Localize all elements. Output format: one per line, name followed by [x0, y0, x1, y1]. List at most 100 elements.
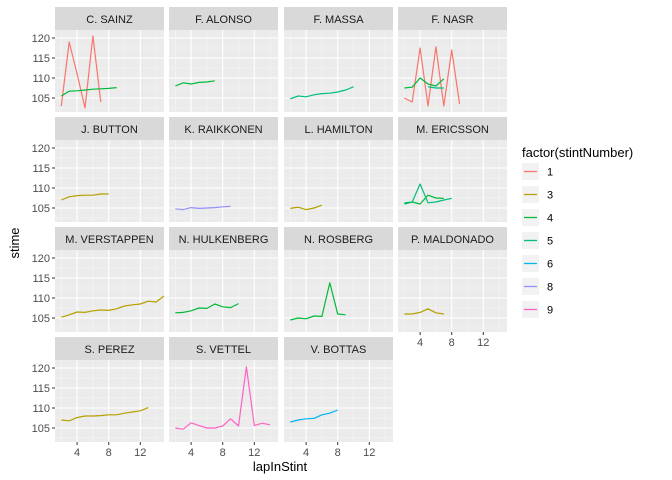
series-line-stint-4 — [60, 87, 117, 97]
series-line-stint-3 — [61, 407, 149, 422]
legend-entry: 5 — [522, 232, 553, 249]
facet-strip-label: L. HAMILTON — [304, 124, 372, 136]
x-tick-label: 8 — [335, 447, 341, 459]
panel-background — [55, 30, 164, 112]
facet-strip-label: M. ERICSSON — [416, 124, 489, 136]
series-line-stint-4 — [175, 80, 215, 87]
x-tick-label: 12 — [248, 447, 260, 459]
panel-background — [284, 250, 393, 332]
facet-strip — [169, 7, 278, 30]
facet-strip — [169, 337, 278, 360]
x-tick-label: 4 — [188, 447, 194, 459]
x-axis-title: lapInStint — [253, 459, 308, 474]
panel-background — [55, 140, 164, 222]
series-line-stint-3 — [404, 308, 444, 315]
y-tick-label: 115 — [32, 273, 50, 285]
legend-entry: 4 — [522, 209, 553, 226]
series-line-stint-9 — [175, 366, 271, 430]
facet-strip-label: M. VERSTAPPEN — [65, 234, 153, 246]
facet-strip — [169, 117, 278, 140]
y-tick-label: 105 — [32, 203, 50, 215]
facet-panel: P. MALDONADO — [398, 227, 507, 332]
legend-label: 1 — [547, 167, 553, 179]
series-line-stint-3 — [61, 295, 165, 318]
facet-strip — [284, 117, 393, 140]
y-tick-label: 120 — [32, 143, 50, 155]
y-tick-label: 120 — [32, 363, 50, 375]
panel-background — [284, 30, 393, 112]
y-tick-label: 120 — [32, 253, 50, 265]
facet-strip — [284, 227, 393, 250]
y-tick-label: 105 — [32, 423, 50, 435]
legend-label: 8 — [547, 282, 553, 294]
facet-strip — [398, 117, 507, 140]
x-tick-label: 12 — [477, 337, 489, 349]
series-line-stint-4 — [175, 303, 239, 314]
facet-strip — [55, 7, 164, 30]
facet-strip-label: F. NASR — [431, 14, 473, 26]
facet-panel: F. NASR — [398, 7, 507, 112]
facet-strip — [398, 227, 507, 250]
panel-background — [169, 140, 278, 222]
x-tick-label: 12 — [134, 447, 146, 459]
panel-background — [55, 360, 164, 442]
legend-entry: 3 — [522, 186, 553, 203]
y-tick-label: 115 — [32, 53, 50, 65]
legend-entry: 9 — [522, 301, 553, 318]
facet-strip-label: V. BOTTAS — [311, 344, 367, 356]
facet-strip-label: N. ROSBERG — [304, 234, 373, 246]
series-line-stint-5 — [404, 183, 452, 204]
x-tick-label: 4 — [417, 337, 423, 349]
facet-strip-label: K. RAIKKONEN — [184, 124, 262, 136]
y-tick-label: 110 — [32, 403, 50, 415]
y-tick-label: 105 — [32, 93, 50, 105]
y-tick-label: 120 — [32, 33, 50, 45]
y-tick-label: 110 — [32, 183, 50, 195]
y-tick-label: 105 — [32, 313, 50, 325]
facet-strip-label: S. VETTEL — [196, 344, 251, 356]
facet-strip-label: F. MASSA — [313, 14, 364, 26]
facet-strip-label: N. HULKENBERG — [179, 234, 269, 246]
y-tick-label: 110 — [32, 73, 50, 85]
facet-strip — [55, 337, 164, 360]
panel-background — [284, 140, 393, 222]
x-tick-label: 8 — [106, 447, 112, 459]
series-line-stint-4 — [290, 282, 346, 321]
facet-strip — [284, 7, 393, 30]
legend-entry: 6 — [522, 255, 553, 272]
series-line-stint-5 — [427, 86, 444, 89]
series-line-stint-3 — [290, 204, 323, 211]
y-tick-label: 115 — [32, 163, 50, 175]
panel-background — [169, 30, 278, 112]
x-tick-label: 12 — [363, 447, 375, 459]
facet-panel: C. SAINZ 105 110 115 120 — [32, 7, 164, 112]
facet-panel: N. ROSBERG — [284, 227, 393, 332]
facet-panel: M. VERSTAPPEN 105 110 115 120 — [32, 227, 165, 332]
facet-strip-label: S. PEREZ — [84, 344, 134, 356]
y-axis-title: stime — [7, 227, 22, 258]
legend: factor(stintNumber) 1 3 4 5 6 8 9 — [522, 145, 633, 318]
series-line-stint-4 — [404, 77, 445, 89]
facet-strip-label: P. MALDONADO — [411, 234, 494, 246]
series-line-stint-3 — [61, 193, 109, 201]
panel-background — [284, 360, 393, 442]
facet-panel: K. RAIKKONEN — [169, 117, 278, 222]
facet-panel: L. HAMILTON — [284, 117, 393, 222]
legend-label: 6 — [547, 259, 553, 271]
x-tick-label: 4 — [74, 447, 80, 459]
series-line-stint-8 — [175, 205, 231, 211]
legend-entry: 8 — [522, 278, 553, 295]
panel-background — [398, 140, 507, 222]
panel-background — [398, 30, 507, 112]
facet-panel: F. MASSA — [284, 7, 393, 112]
legend-label: 9 — [547, 305, 553, 317]
facet-panel: M. ERICSSON — [398, 117, 507, 222]
panel-background — [169, 360, 278, 442]
x-axis-ticks: 4 8 12 4 8 12 4 8 12 4 8 12 — [74, 332, 489, 459]
legend-title: factor(stintNumber) — [522, 145, 633, 160]
x-tick-label: 8 — [220, 447, 226, 459]
series-line-stint-5 — [290, 86, 354, 100]
y-tick-label: 115 — [32, 383, 50, 395]
facet-panel: S. PEREZ 105 110 115 120 — [32, 337, 164, 442]
